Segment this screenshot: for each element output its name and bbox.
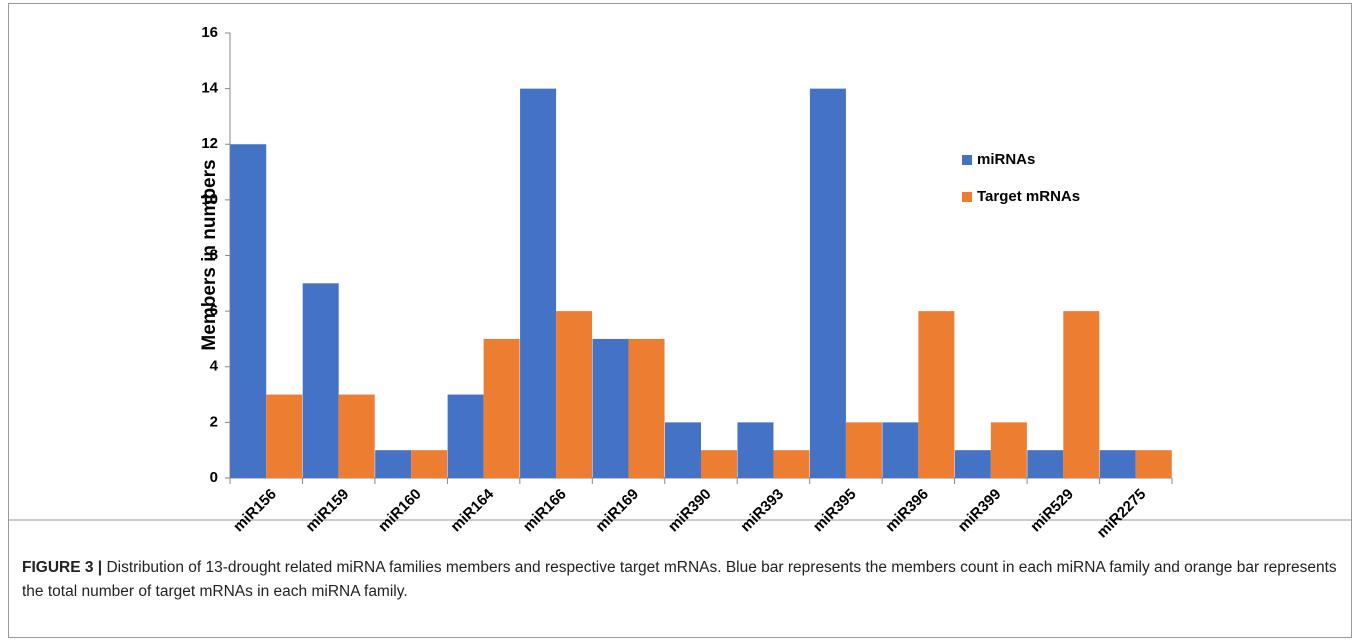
bar [665, 422, 701, 478]
x-tick-label: miR399 [955, 486, 1005, 536]
legend-label: Target mRNAs [977, 188, 1080, 205]
x-tick-label: miR169 [592, 486, 642, 536]
figure-frame [8, 3, 1352, 638]
bar [520, 88, 557, 478]
bar [447, 394, 484, 478]
bar [628, 338, 665, 478]
caption: FIGURE 3 | Distribution of 13-drought re… [22, 556, 1344, 603]
y-tick-label: 2 [210, 413, 218, 430]
bar [1135, 450, 1172, 478]
x-tick-label: miR393 [737, 486, 787, 536]
bar [302, 283, 339, 478]
legend-label: miRNAs [977, 151, 1035, 168]
caption-label: FIGURE 3 | [22, 559, 103, 576]
bar [375, 450, 412, 478]
bar [1099, 450, 1136, 478]
bar [882, 422, 919, 478]
bar [338, 394, 375, 478]
y-tick-label: 0 [210, 469, 218, 486]
x-tick-label: miR156 [230, 486, 280, 536]
y-tick-label: 8 [210, 246, 218, 263]
legend-swatch [962, 192, 972, 202]
bar [990, 422, 1027, 478]
x-tick-label: miR2275 [1094, 486, 1150, 542]
bar [1063, 311, 1100, 478]
x-tick-label: miR396 [882, 486, 932, 536]
bar [701, 450, 737, 478]
x-tick-label: miR164 [447, 485, 497, 535]
x-tick-label: miR159 [303, 486, 353, 536]
bar [230, 144, 267, 478]
bar [773, 450, 810, 478]
bar [918, 311, 955, 478]
y-axis-label: Members in numbers [199, 159, 220, 350]
bar [1027, 450, 1064, 478]
bar [809, 88, 846, 478]
bar [845, 422, 882, 478]
y-tick-label: 14 [201, 80, 218, 97]
bar [411, 450, 448, 478]
legend-swatch [962, 155, 972, 165]
bar [737, 422, 774, 478]
y-tick-label: 6 [210, 302, 218, 319]
x-tick-label: miR529 [1027, 486, 1077, 536]
x-tick-label: miR166 [520, 486, 570, 536]
y-tick-label: 4 [210, 358, 219, 375]
y-tick-label: 12 [201, 135, 218, 152]
caption-text: Distribution of 13-drought related miRNA… [22, 559, 1337, 600]
bar [954, 450, 991, 478]
bar [483, 338, 520, 478]
bar [266, 394, 303, 478]
y-tick-label: 10 [201, 191, 218, 208]
x-tick-label: miR390 [665, 486, 715, 536]
y-tick-label: 16 [201, 24, 218, 41]
x-tick-label: miR395 [810, 486, 860, 536]
x-tick-label: miR160 [375, 486, 425, 536]
bar [556, 311, 593, 478]
bar [592, 338, 629, 478]
